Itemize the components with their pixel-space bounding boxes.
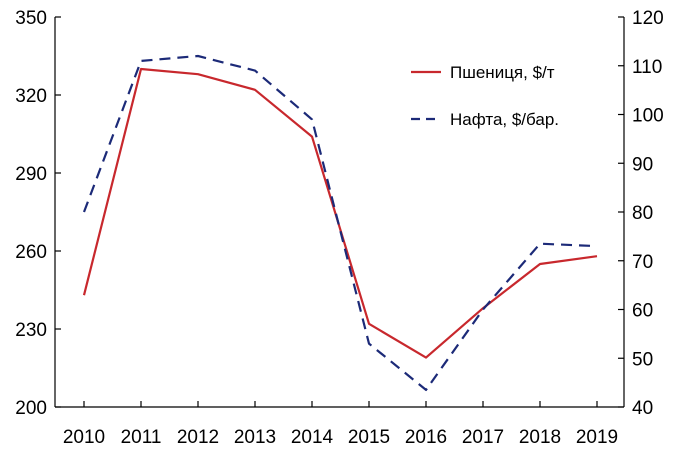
right-tick-label: 80 xyxy=(632,203,653,224)
x-tick-label: 2011 xyxy=(121,427,162,448)
series-line-oil xyxy=(82,54,598,391)
left-tick-label: 320 xyxy=(15,86,47,107)
left-axis-ticks: 200 230 260 290 320 350 xyxy=(15,8,61,419)
x-tick-label: 2013 xyxy=(234,427,276,448)
right-tick-label: 100 xyxy=(632,106,664,127)
x-tick-label: 2016 xyxy=(405,427,447,448)
x-tick-label: 2015 xyxy=(348,427,390,448)
right-tick-label: 50 xyxy=(632,349,653,370)
right-tick-label: 40 xyxy=(632,398,653,419)
x-tick-label: 2018 xyxy=(519,427,561,448)
right-tick-label: 60 xyxy=(632,301,653,322)
x-tick-label: 2010 xyxy=(63,427,105,448)
legend-label-oil: Нафта, $/бар. xyxy=(450,110,559,129)
x-tick-label: 2014 xyxy=(291,427,334,448)
left-tick-label: 230 xyxy=(15,320,47,341)
left-tick-label: 290 xyxy=(15,164,47,185)
left-tick-label: 350 xyxy=(15,8,47,29)
series-line-wheat xyxy=(82,67,598,359)
series-layer xyxy=(82,54,598,391)
x-tick-label: 2017 xyxy=(462,427,504,448)
x-tick-label: 2019 xyxy=(576,427,618,448)
legend-label-wheat: Пшениця, $/т xyxy=(450,63,555,82)
left-tick-label: 260 xyxy=(15,242,47,263)
right-tick-label: 70 xyxy=(632,252,653,273)
right-tick-label: 90 xyxy=(632,154,653,175)
x-axis-ticks: 2010 2011 2012 2013 2014 2015 2016 2017 2018 2019 xyxy=(63,401,618,448)
right-tick-label: 120 xyxy=(632,8,664,29)
x-tick-label: 2012 xyxy=(177,427,219,448)
right-axis-ticks: 40 50 60 70 80 90 100 110 120 xyxy=(618,8,664,419)
right-tick-label: 110 xyxy=(632,57,662,78)
left-tick-label: 200 xyxy=(15,398,47,419)
legend: Пшениця, $/т Нафта, $/бар. xyxy=(411,63,559,129)
